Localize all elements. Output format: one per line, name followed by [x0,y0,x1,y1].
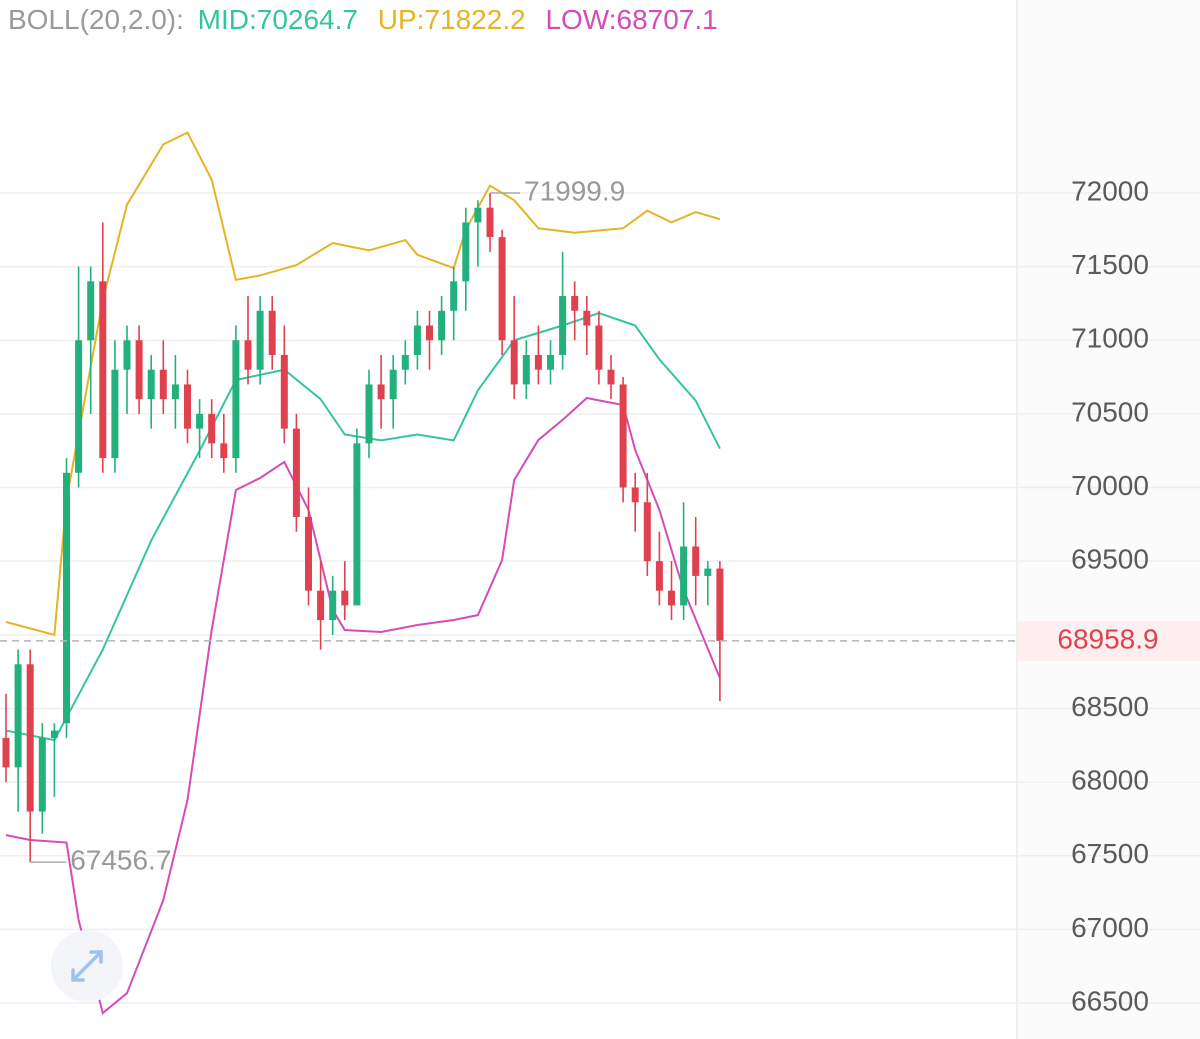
candle-body [438,310,446,341]
candle-body [2,737,10,768]
candle-body [111,369,119,459]
candle-body [341,590,349,606]
candles [2,192,724,863]
candle-body [474,207,482,223]
candle-body [38,737,46,812]
candle-body [135,340,143,400]
y-tick-label: 66500 [1071,985,1149,1016]
y-tick-label: 71000 [1071,323,1149,354]
candle-body [26,664,34,812]
legend-up: UP:71822.2 [378,4,526,35]
candle-body [655,561,663,591]
candle-body [317,590,325,621]
y-tick-label: 72000 [1071,175,1149,206]
candle-body [498,237,506,341]
candle-body [329,590,337,621]
candle-body [268,310,276,355]
candle-body [196,413,204,429]
candle-body [280,354,288,429]
candle-body [232,340,240,459]
legend-name: UP: [378,4,425,35]
last-price-box [1018,620,1200,661]
legend-mid: MID:70264.7 [198,4,358,35]
legend-value: 71822.2 [424,4,525,35]
candle-body [413,325,421,355]
y-tick-label: 70000 [1071,470,1149,501]
candle-body [99,281,107,459]
candle-body [87,281,95,341]
candle-body [631,487,639,503]
expand-icon[interactable] [71,950,103,982]
candle-body [208,413,216,444]
candle-body [305,516,312,591]
price-axis-panel [1018,0,1200,1039]
y-tick-label: 71500 [1071,249,1149,280]
candle-body [486,207,494,238]
candle-body [365,384,373,444]
y-tick-label: 68000 [1071,765,1149,796]
y-tick-label: 69500 [1071,544,1149,575]
band-line [5,396,721,1015]
candle-body [244,340,252,370]
candle-body [692,546,700,576]
candle-body [256,310,264,370]
band-line [5,131,721,637]
candle-body [401,354,409,370]
candle-body [353,443,361,606]
candle-body [159,369,167,400]
y-tick-label: 67500 [1071,838,1149,869]
max-label: 71999.9 [524,175,625,206]
legend-name: LOW: [545,4,616,35]
candle-body [534,354,542,370]
candle-body [50,730,58,738]
candle-body [704,568,712,576]
candle-body [220,443,228,459]
overlay: 71999.9 67456.7 68958.9 [0,175,1200,876]
candle-body [619,384,627,488]
candle-body [547,354,554,370]
candle-body [607,369,615,385]
band-line [5,311,721,742]
candle-body [171,384,179,400]
candle-body [571,296,579,311]
candle-body [643,502,651,562]
candle-body [522,354,530,385]
candle-body [462,222,470,282]
candle-body [510,340,518,385]
candle-body [292,428,300,517]
y-tick-label: 70500 [1071,396,1149,427]
candle-body [450,281,458,311]
candle-body [147,369,155,400]
indicator-label: BOLL(20,2.0): [8,4,184,35]
candle-body [426,325,433,341]
candle-body [668,590,675,606]
min-label: 67456.7 [70,845,171,876]
candle-body [377,384,385,400]
legend-value: 70264.7 [257,4,358,35]
candle-body [184,384,191,429]
legend-value: 68707.1 [617,4,718,35]
legend: BOLL(20,2.0): MID:70264.7 UP:71822.2 LOW… [8,4,718,35]
legend-name: MID: [198,4,257,35]
candle-body [389,369,397,400]
candle-body [680,546,688,606]
candle-body [123,340,131,370]
candle-body [595,325,603,370]
bands [5,131,721,1015]
candle-body [14,664,22,768]
expand-button[interactable] [51,930,123,1002]
candle-body [716,568,724,641]
y-tick-label: 67000 [1071,912,1149,943]
legend-low: LOW:68707.1 [545,4,717,35]
candle-body [559,296,567,355]
candle-body [583,310,591,326]
candle-body [63,472,70,724]
last-price-label: 68958.9 [1057,623,1158,654]
y-tick-label: 68500 [1071,691,1149,722]
candle-body [75,340,83,473]
